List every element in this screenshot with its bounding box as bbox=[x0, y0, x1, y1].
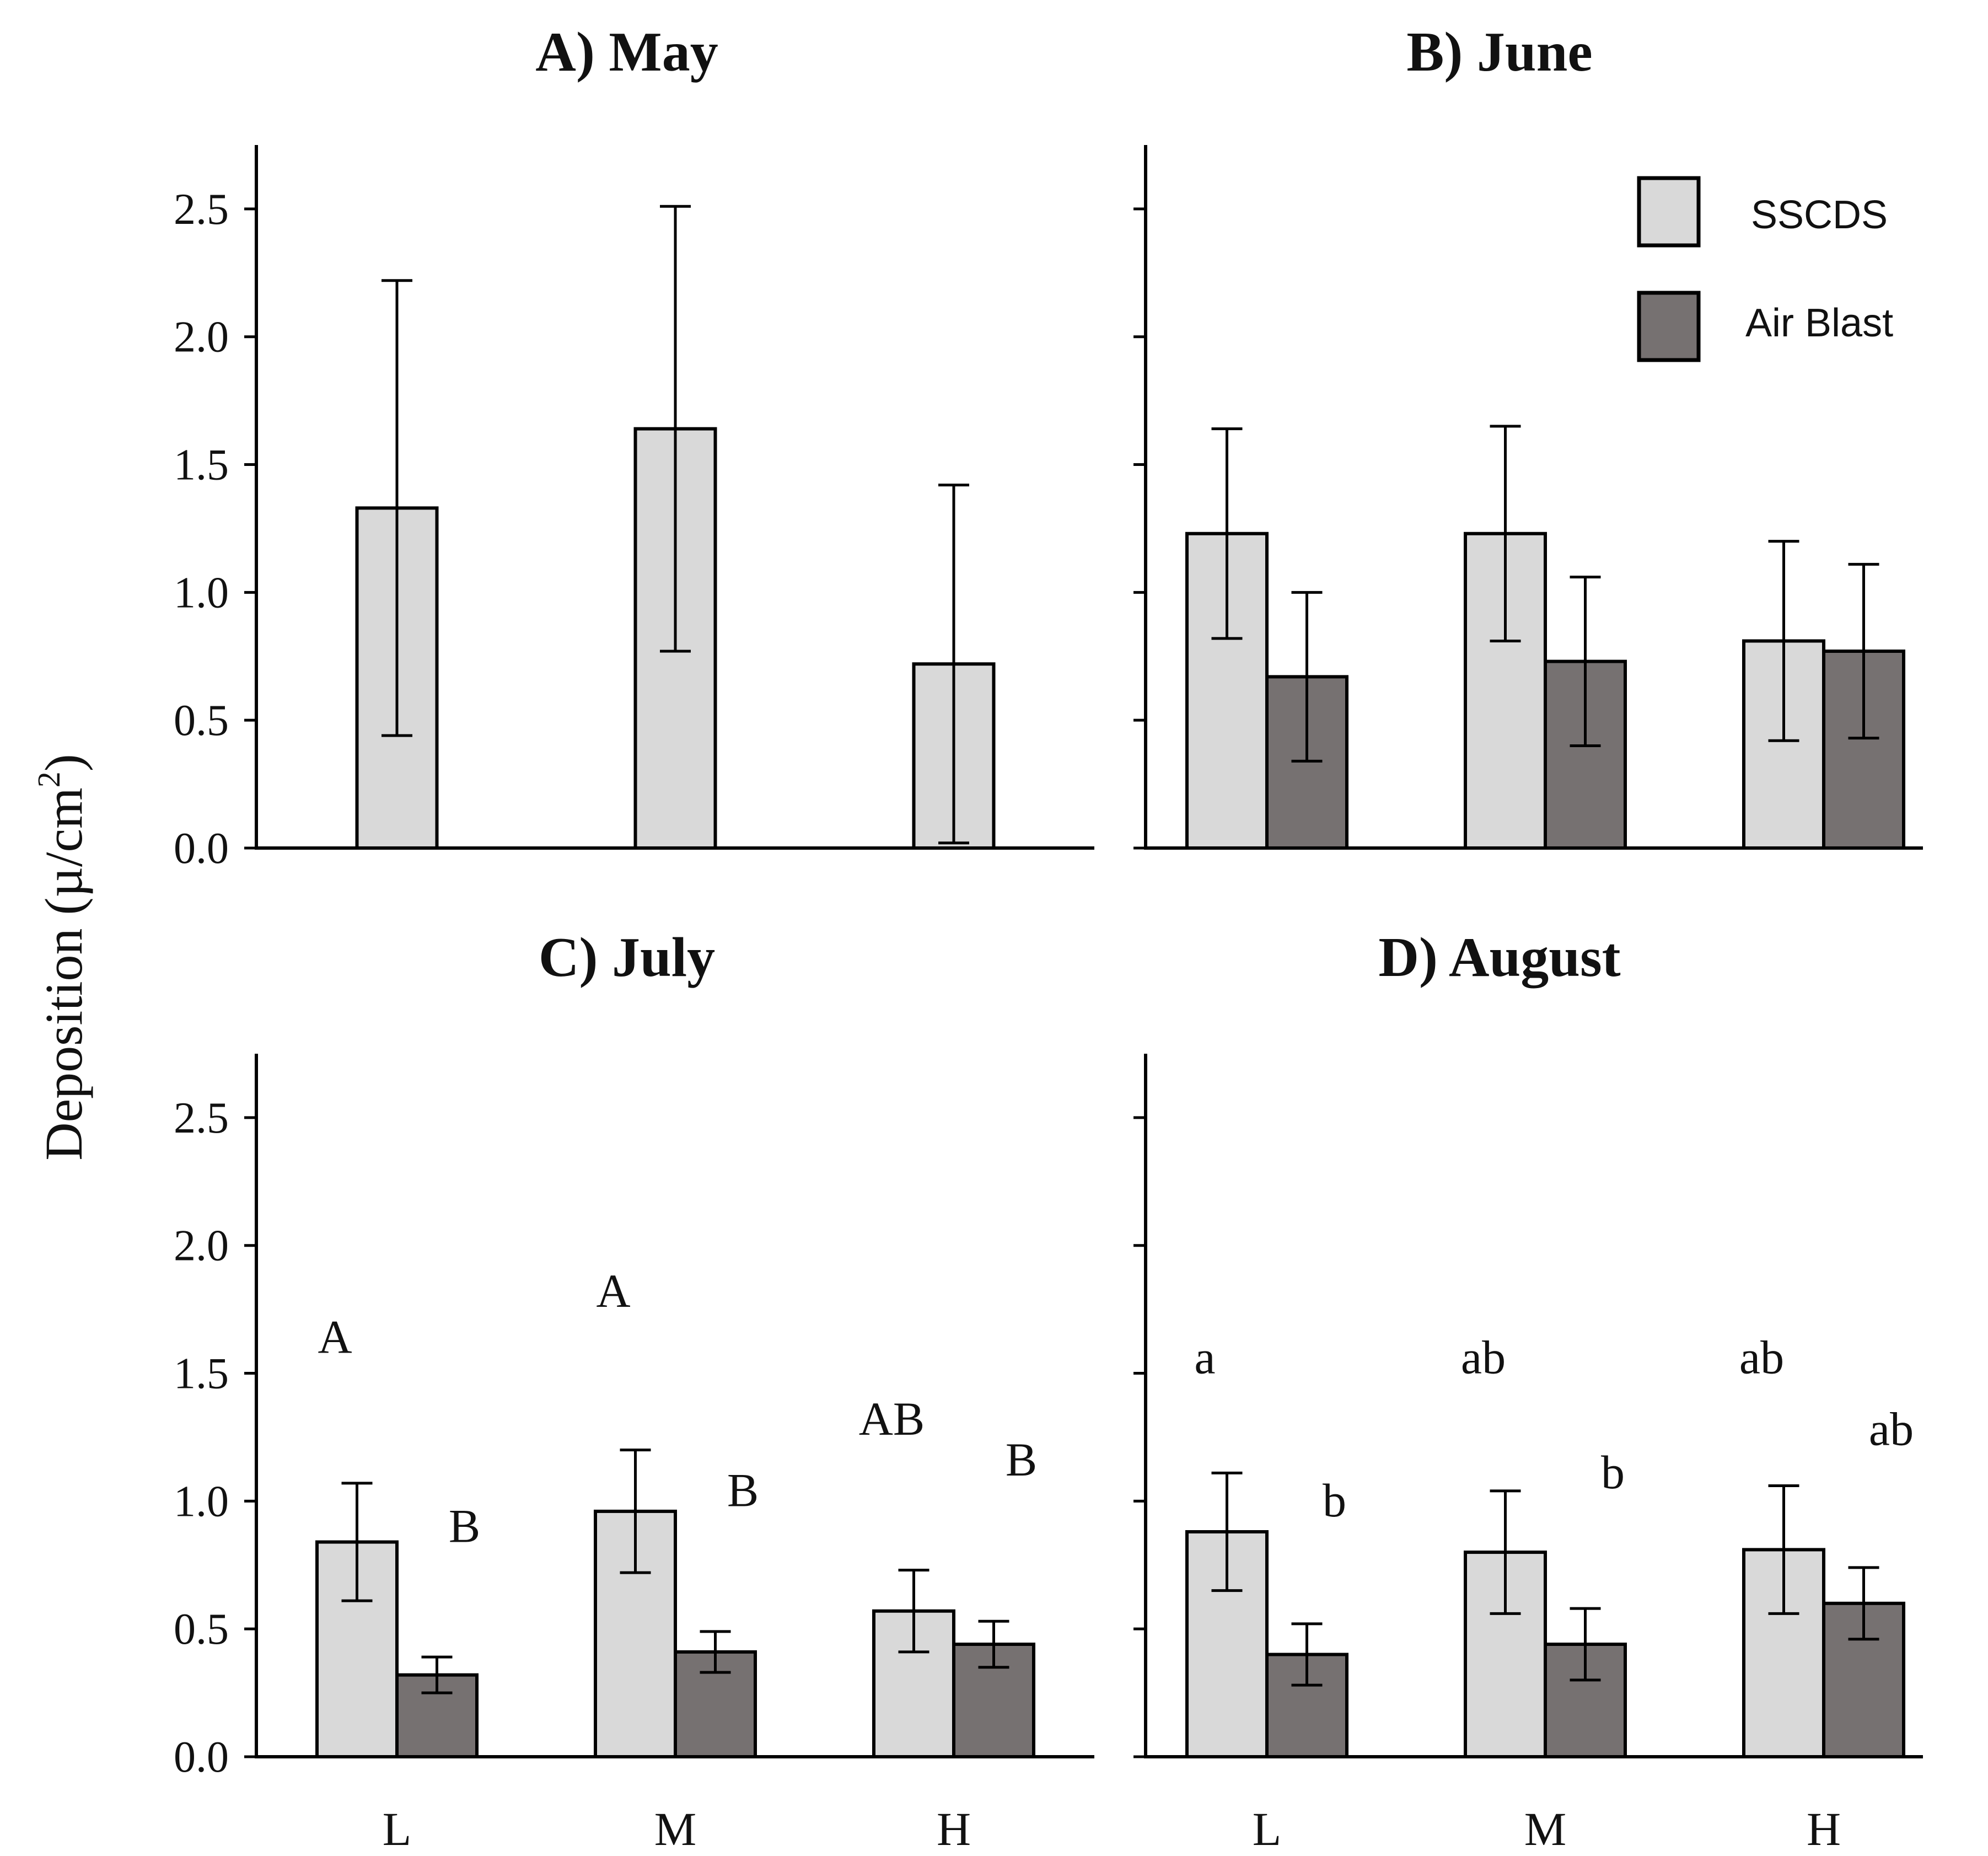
x-tick-label: M bbox=[1524, 1803, 1566, 1855]
panels: A) May 0.0 0.5 1.0 1.5 2.0 2.5 B) June C) July 0.… bbox=[174, 21, 1923, 1855]
y-tick-label: 0.5 bbox=[174, 1605, 229, 1654]
significance-letter: b bbox=[1323, 1474, 1346, 1527]
significance-letter: ab bbox=[1869, 1402, 1914, 1455]
y-tick-label: 2.5 bbox=[174, 185, 229, 234]
legend: SSCDS Air Blast bbox=[1637, 176, 1893, 362]
significance-letter: B bbox=[1006, 1433, 1037, 1486]
panel-2: B) June bbox=[1133, 21, 1923, 850]
y-tick-label: 1.0 bbox=[174, 568, 229, 617]
significance-letter: B bbox=[727, 1464, 759, 1517]
x-tick-label: H bbox=[1807, 1803, 1841, 1855]
panel-title: C) July bbox=[539, 926, 715, 989]
x-tick-label: M bbox=[654, 1803, 696, 1855]
y-tick-label: 1.5 bbox=[174, 1350, 229, 1398]
significance-letter: B bbox=[449, 1500, 480, 1553]
significance-letter: a bbox=[1194, 1331, 1215, 1384]
significance-letter: b bbox=[1601, 1446, 1625, 1499]
panel-title: D) August bbox=[1378, 926, 1620, 989]
x-tick-label: H bbox=[937, 1803, 971, 1855]
panel-title: A) May bbox=[535, 21, 718, 83]
legend-label-air-blast: Air Blast bbox=[1745, 301, 1893, 345]
y-tick-label: 0.0 bbox=[174, 824, 229, 873]
significance-letter: AB bbox=[859, 1392, 925, 1445]
significance-letter: ab bbox=[1739, 1331, 1784, 1384]
y-tick-label: 1.0 bbox=[174, 1477, 229, 1526]
significance-letter: A bbox=[596, 1264, 630, 1317]
y-tick-label: 2.5 bbox=[174, 1094, 229, 1142]
panel-1: A) May 0.0 0.5 1.0 1.5 2.0 2.5 bbox=[174, 21, 1094, 873]
bar-sscds-L bbox=[1185, 1530, 1269, 1758]
bar-sscds-M bbox=[1464, 1551, 1547, 1758]
significance-letter: ab bbox=[1461, 1331, 1506, 1384]
significance-letter: A bbox=[318, 1310, 352, 1363]
y-tick-label: 2.0 bbox=[174, 1222, 229, 1270]
panel-title: B) June bbox=[1406, 21, 1592, 83]
legend-swatch-air-blast bbox=[1637, 291, 1701, 362]
legend-swatch-sscds bbox=[1637, 176, 1701, 248]
x-tick-label: L bbox=[1253, 1803, 1282, 1855]
y-tick-label: 0.0 bbox=[174, 1733, 229, 1782]
y-axis-label: Deposition (µ/cm2) bbox=[31, 754, 93, 1161]
x-tick-label: L bbox=[383, 1803, 412, 1855]
bar-air-blast-H bbox=[1822, 650, 1905, 850]
y-tick-label: 1.5 bbox=[174, 441, 229, 490]
y-tick-label: 0.5 bbox=[174, 696, 229, 745]
bar-air-blast-L bbox=[395, 1673, 479, 1759]
legend-label-sscds: SSCDS bbox=[1751, 193, 1888, 237]
y-tick-label: 2.0 bbox=[174, 313, 229, 362]
